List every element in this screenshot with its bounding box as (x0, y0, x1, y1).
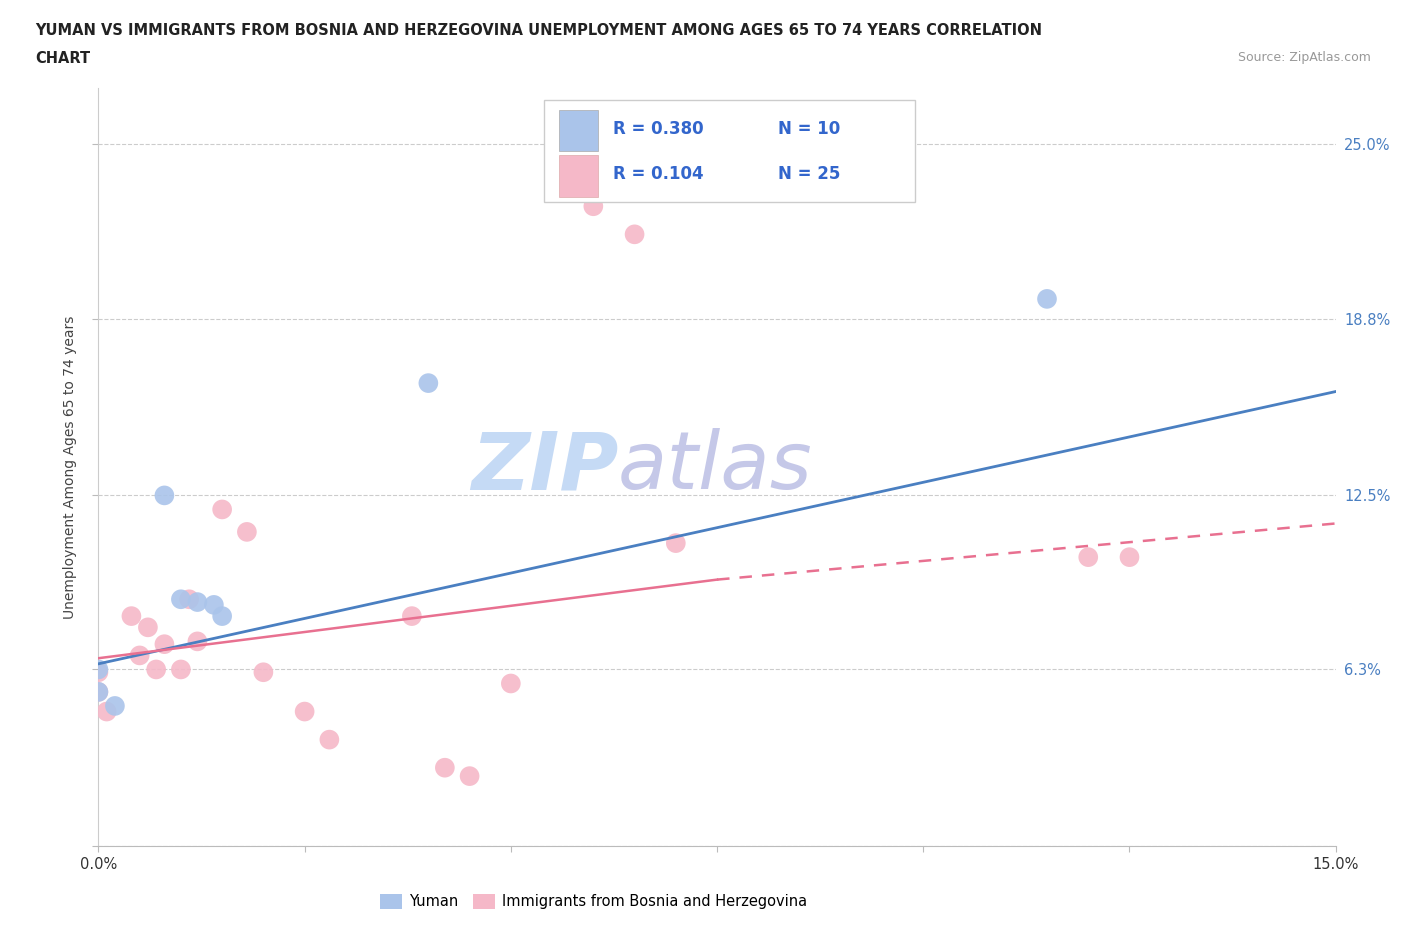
Text: YUMAN VS IMMIGRANTS FROM BOSNIA AND HERZEGOVINA UNEMPLOYMENT AMONG AGES 65 TO 74: YUMAN VS IMMIGRANTS FROM BOSNIA AND HERZ… (35, 23, 1042, 38)
Text: R = 0.380: R = 0.380 (613, 120, 704, 138)
Point (128, 648, 150, 663)
Point (170, 662, 193, 677)
Point (87, 684, 110, 699)
Point (418, 376, 440, 391)
Point (252, 665, 274, 680)
Point (186, 634, 208, 649)
Point (145, 662, 167, 677)
Legend: Yuman, Immigrants from Bosnia and Herzegovina: Yuman, Immigrants from Bosnia and Herzeg… (374, 888, 813, 915)
Point (623, 227, 645, 242)
Point (87, 662, 110, 677)
Text: N = 25: N = 25 (778, 165, 839, 183)
Point (499, 676, 522, 691)
Point (211, 502, 233, 517)
Point (1118, 550, 1140, 565)
Point (87, 665, 110, 680)
Point (120, 608, 142, 623)
Text: ZIP: ZIP (471, 429, 619, 506)
Point (96, 704, 118, 719)
Point (582, 199, 605, 214)
Point (179, 591, 201, 606)
Point (1036, 291, 1059, 306)
Y-axis label: Unemployment Among Ages 65 to 74 years: Unemployment Among Ages 65 to 74 years (63, 315, 77, 619)
Text: R = 0.104: R = 0.104 (613, 165, 704, 183)
Point (136, 620, 159, 635)
Point (433, 760, 456, 775)
Point (318, 732, 340, 747)
Bar (558, 110, 599, 152)
FancyBboxPatch shape (544, 100, 915, 202)
Text: CHART: CHART (35, 51, 90, 66)
Point (153, 488, 176, 503)
Point (458, 769, 481, 784)
Point (186, 594, 208, 609)
Point (87, 684, 110, 699)
Point (236, 525, 259, 539)
Text: atlas: atlas (619, 429, 813, 506)
Bar (558, 155, 599, 197)
Point (211, 608, 233, 623)
Point (665, 536, 688, 551)
Point (202, 597, 225, 612)
Point (401, 608, 423, 623)
Point (170, 591, 193, 606)
Point (1077, 550, 1099, 565)
Text: Source: ZipAtlas.com: Source: ZipAtlas.com (1237, 51, 1371, 64)
Point (153, 637, 176, 652)
Text: N = 10: N = 10 (778, 120, 839, 138)
Point (104, 698, 127, 713)
Point (294, 704, 316, 719)
